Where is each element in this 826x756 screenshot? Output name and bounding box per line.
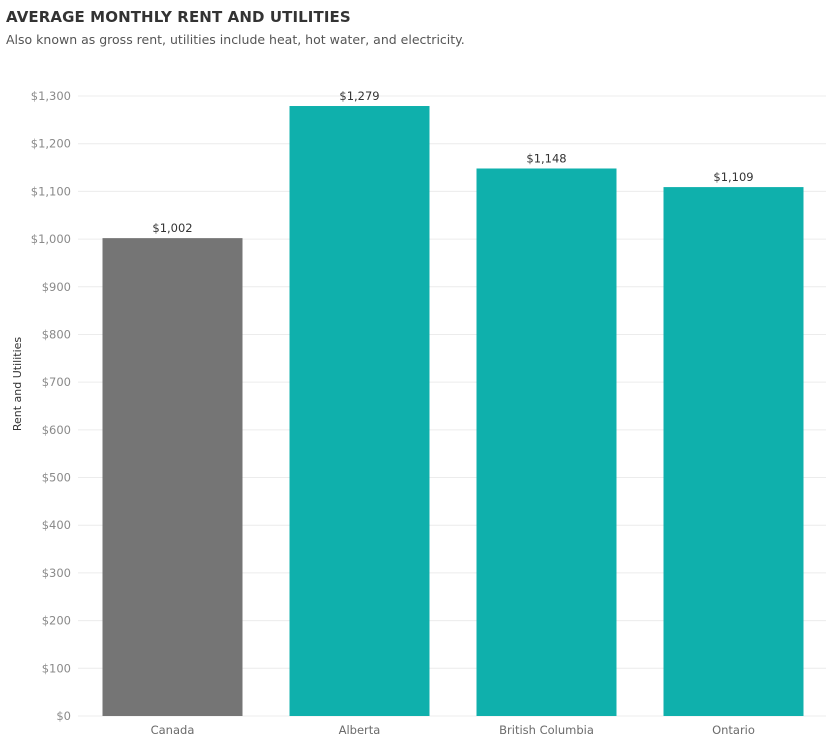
y-tick-label: $1,200	[31, 137, 71, 151]
chart-subtitle: Also known as gross rent, utilities incl…	[6, 32, 465, 47]
data-label: $1,148	[526, 151, 566, 165]
data-labels: $1,002 $1,279 $1,148 $1,109	[152, 89, 753, 235]
data-label: $1,002	[152, 221, 192, 235]
x-axis-categories: Canada Alberta British Columbia Ontario	[151, 723, 755, 737]
x-category-label: British Columbia	[499, 723, 594, 737]
y-tick-label: $100	[42, 661, 71, 675]
data-label: $1,109	[713, 170, 753, 184]
bar-british-columbia[interactable]	[476, 168, 617, 716]
y-axis-ticks: $0 $100 $200 $300 $400 $500 $600 $700 $800 $900 $1…	[31, 89, 71, 723]
y-tick-label: $800	[42, 327, 71, 341]
y-tick-label: $400	[42, 518, 71, 532]
y-tick-label: $1,300	[31, 89, 71, 103]
data-label: $1,279	[339, 89, 379, 103]
x-category-label: Canada	[151, 723, 195, 737]
bar-canada[interactable]	[102, 238, 243, 716]
bar-ontario[interactable]	[663, 187, 804, 717]
y-tick-label: $0	[56, 709, 71, 723]
y-tick-label: $900	[42, 280, 71, 294]
bar-alberta[interactable]	[289, 106, 430, 716]
y-tick-label: $300	[42, 566, 71, 580]
y-tick-label: $200	[42, 614, 71, 628]
x-category-label: Alberta	[339, 723, 381, 737]
y-tick-label: $700	[42, 375, 71, 389]
y-axis-title: Rent and Utilities	[11, 337, 24, 432]
bars	[102, 106, 804, 717]
y-tick-label: $1,100	[31, 184, 71, 198]
chart-title: AVERAGE MONTHLY RENT AND UTILITIES	[6, 8, 351, 26]
y-tick-label: $1,000	[31, 232, 71, 246]
x-category-label: Ontario	[712, 723, 755, 737]
y-tick-label: $500	[42, 471, 71, 485]
y-tick-label: $600	[42, 423, 71, 437]
